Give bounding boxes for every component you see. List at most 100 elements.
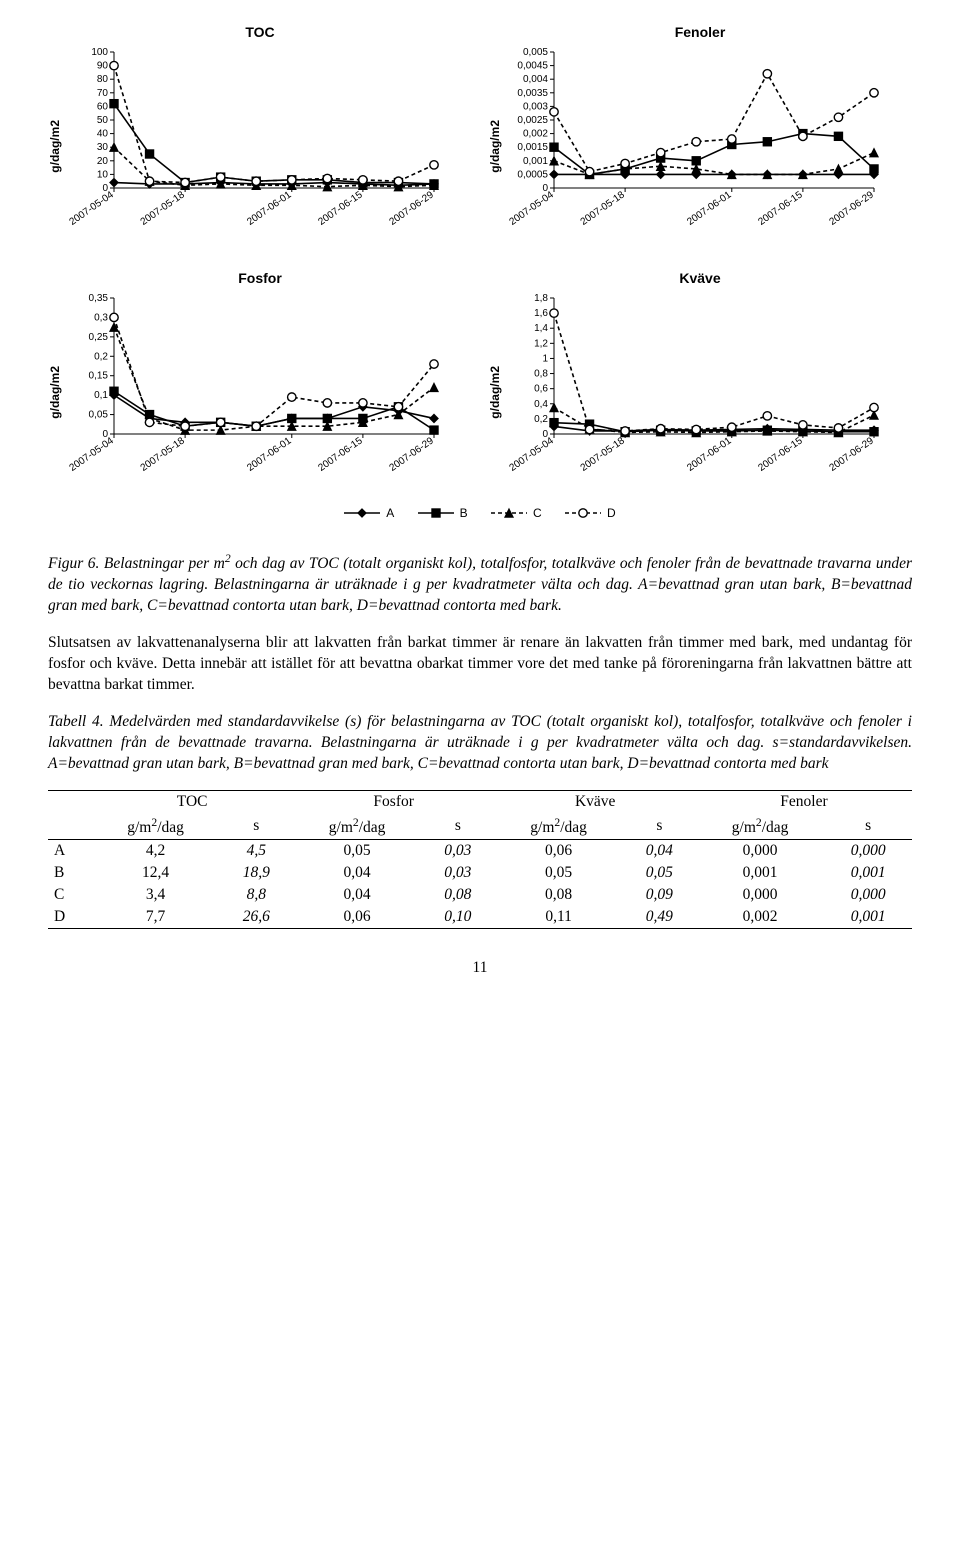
table-cell: 0,001 bbox=[696, 862, 824, 884]
svg-text:2007-06-15: 2007-06-15 bbox=[316, 189, 365, 228]
svg-text:0,35: 0,35 bbox=[89, 293, 109, 304]
svg-text:100: 100 bbox=[91, 47, 108, 58]
table-header-row-sub: g/m2/dag s g/m2/dag s g/m2/dag s g/m2/da… bbox=[48, 813, 912, 839]
table-cell: 0,10 bbox=[421, 906, 494, 929]
svg-text:2007-06-29: 2007-06-29 bbox=[828, 435, 877, 474]
svg-text:2007-06-01: 2007-06-01 bbox=[685, 189, 734, 228]
chart-panel-toc: TOC g/dag/m2 01020304050607080901002007-… bbox=[48, 24, 472, 246]
svg-text:0,005: 0,005 bbox=[523, 47, 548, 58]
svg-text:2007-06-01: 2007-06-01 bbox=[685, 435, 734, 474]
data-table-wrap: TOC Fosfor Kväve Fenoler g/m2/dag s g/m2… bbox=[48, 790, 912, 928]
svg-text:10: 10 bbox=[97, 169, 109, 180]
table-header-row-groups: TOC Fosfor Kväve Fenoler bbox=[48, 791, 912, 814]
table-row-id: B bbox=[48, 862, 91, 884]
svg-text:2007-06-29: 2007-06-29 bbox=[388, 189, 437, 228]
svg-text:0,1: 0,1 bbox=[94, 390, 108, 401]
svg-text:0,0005: 0,0005 bbox=[517, 169, 548, 180]
legend-label-c: C bbox=[533, 506, 542, 520]
table-sub-2: s bbox=[220, 813, 293, 839]
svg-text:2007-06-01: 2007-06-01 bbox=[245, 189, 294, 228]
svg-text:0,0045: 0,0045 bbox=[517, 61, 548, 72]
legend-item-c: C bbox=[491, 506, 542, 520]
table-cell: 0,04 bbox=[293, 884, 421, 906]
svg-text:60: 60 bbox=[97, 101, 109, 112]
table-cell: 0,08 bbox=[494, 884, 622, 906]
chart-ylabel-fosfor: g/dag/m2 bbox=[48, 366, 62, 419]
table-row: C3,48,80,040,080,080,090,0000,000 bbox=[48, 884, 912, 906]
table-cell: 0,03 bbox=[421, 862, 494, 884]
table-sub-4: s bbox=[421, 813, 494, 839]
table-cell: 8,8 bbox=[220, 884, 293, 906]
svg-text:2007-05-04: 2007-05-04 bbox=[68, 435, 117, 474]
svg-text:0,2: 0,2 bbox=[94, 351, 108, 362]
svg-text:1,6: 1,6 bbox=[534, 308, 548, 319]
chart-svg-toc: 01020304050607080901002007-05-042007-05-… bbox=[66, 46, 446, 246]
table-row: D7,726,60,060,100,110,490,0020,001 bbox=[48, 906, 912, 929]
chart-title-fenoler: Fenoler bbox=[488, 24, 912, 40]
table-cell: 0,04 bbox=[293, 862, 421, 884]
svg-text:2007-05-04: 2007-05-04 bbox=[68, 189, 117, 228]
svg-text:0,004: 0,004 bbox=[523, 74, 548, 85]
table-cell: 0,49 bbox=[623, 906, 696, 929]
table-caption-text: Medelvärden med standardavvikelse (s) fö… bbox=[48, 713, 912, 772]
svg-text:2007-06-01: 2007-06-01 bbox=[245, 435, 294, 474]
chart-panel-kvave: Kväve g/dag/m2 00,20,40,60,811,21,41,61,… bbox=[488, 270, 912, 492]
svg-text:0,8: 0,8 bbox=[534, 369, 548, 380]
table-group-toc: TOC bbox=[91, 791, 293, 814]
svg-text:0,0035: 0,0035 bbox=[517, 88, 548, 99]
table-group-fenoler: Fenoler bbox=[696, 791, 912, 814]
table-cell: 4,2 bbox=[91, 839, 219, 862]
table-sub-6: s bbox=[623, 813, 696, 839]
svg-text:2007-05-18: 2007-05-18 bbox=[579, 435, 628, 474]
chart-ylabel-fenoler: g/dag/m2 bbox=[488, 120, 502, 173]
svg-text:1,8: 1,8 bbox=[534, 293, 548, 304]
svg-text:0,0015: 0,0015 bbox=[517, 142, 548, 153]
table-row-id: C bbox=[48, 884, 91, 906]
table-row-id: A bbox=[48, 839, 91, 862]
table-cell: 0,06 bbox=[494, 839, 622, 862]
table-cell: 26,6 bbox=[220, 906, 293, 929]
table-cell: 7,7 bbox=[91, 906, 219, 929]
table-cell: 0,000 bbox=[696, 884, 824, 906]
table-sub-1: g/m2/dag bbox=[91, 813, 219, 839]
charts-grid: TOC g/dag/m2 01020304050607080901002007-… bbox=[48, 24, 912, 492]
table-sub-5: g/m2/dag bbox=[494, 813, 622, 839]
table-cell: 0,000 bbox=[696, 839, 824, 862]
chart-ylabel-kvave: g/dag/m2 bbox=[488, 366, 502, 419]
chart-svg-fenoler: 00,00050,0010,00150,0020,00250,0030,0035… bbox=[506, 46, 886, 246]
table-cell: 0,06 bbox=[293, 906, 421, 929]
svg-text:2007-06-15: 2007-06-15 bbox=[316, 435, 365, 474]
figure-caption-label: Figur 6. bbox=[48, 555, 99, 572]
chart-title-kvave: Kväve bbox=[488, 270, 912, 286]
table-cell: 0,08 bbox=[421, 884, 494, 906]
table-row: B12,418,90,040,030,050,050,0010,001 bbox=[48, 862, 912, 884]
table-row: A4,24,50,050,030,060,040,0000,000 bbox=[48, 839, 912, 862]
chart-legend: A B C D bbox=[48, 506, 912, 523]
table-cell: 18,9 bbox=[220, 862, 293, 884]
figure-caption: Figur 6. Belastningar per m2 och dag av … bbox=[48, 551, 912, 617]
table-cell: 0,04 bbox=[623, 839, 696, 862]
chart-title-fosfor: Fosfor bbox=[48, 270, 472, 286]
svg-text:0,4: 0,4 bbox=[534, 399, 548, 410]
svg-text:2007-06-29: 2007-06-29 bbox=[388, 435, 437, 474]
legend-item-b: B bbox=[418, 506, 468, 520]
table-cell: 0,03 bbox=[421, 839, 494, 862]
table-cell: 12,4 bbox=[91, 862, 219, 884]
table-row-id: D bbox=[48, 906, 91, 929]
chart-svg-kvave: 00,20,40,60,811,21,41,61,82007-05-042007… bbox=[506, 292, 886, 492]
svg-text:0,05: 0,05 bbox=[89, 410, 109, 421]
legend-label-d: D bbox=[607, 506, 616, 520]
svg-text:2007-05-04: 2007-05-04 bbox=[508, 435, 557, 474]
table-caption: Tabell 4. Medelvärden med standardavvike… bbox=[48, 712, 912, 775]
svg-text:0,0025: 0,0025 bbox=[517, 115, 548, 126]
svg-text:70: 70 bbox=[97, 88, 109, 99]
svg-text:0,002: 0,002 bbox=[523, 129, 548, 140]
data-table: TOC Fosfor Kväve Fenoler g/m2/dag s g/m2… bbox=[48, 790, 912, 928]
table-cell: 0,000 bbox=[824, 884, 912, 906]
svg-text:80: 80 bbox=[97, 74, 109, 85]
table-cell: 0,002 bbox=[696, 906, 824, 929]
svg-text:40: 40 bbox=[97, 129, 109, 140]
svg-text:1,4: 1,4 bbox=[534, 323, 548, 334]
table-cell: 0,000 bbox=[824, 839, 912, 862]
svg-text:0,001: 0,001 bbox=[523, 156, 548, 167]
